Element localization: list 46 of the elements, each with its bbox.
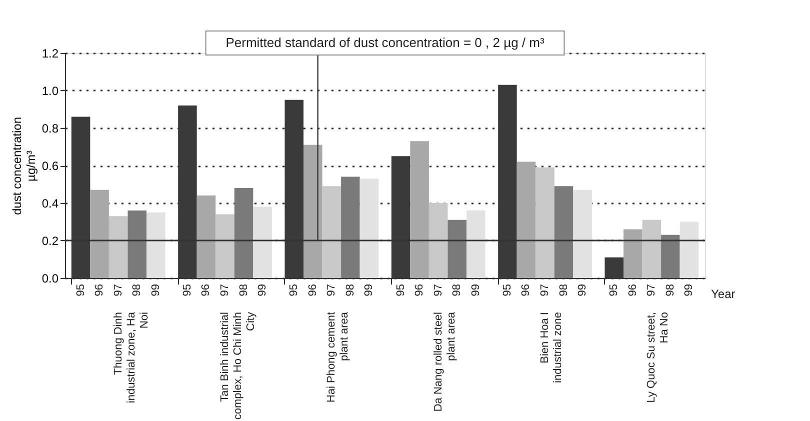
x-tick-label: Thuong Dinh industrial zone, Ha Noi [112,311,150,404]
text: 98 [131,284,144,296]
text: 98 [344,284,356,296]
y-tick-label: 0.6 [42,159,59,173]
text: 95 [288,284,300,296]
text: 97 [539,284,551,296]
legend-label: 95 [74,284,87,296]
ref-line-label: Permitted standard of dust concentration = 0 , 2 µg / m³ [226,35,545,50]
text: 99 [683,284,696,296]
x-tick-label: Da Nang rolled steel plant area [432,311,458,412]
text: 95 [501,284,514,296]
text: 98 [238,284,250,296]
text: 98 [664,284,676,296]
y-tick-label: 0.2 [42,234,59,248]
text: 95 [608,284,620,296]
x-tick-label: Ly Quoc Su street, Ha No [646,312,671,403]
text: 99 [470,284,482,296]
text: 95 [181,284,194,296]
text: 99 [150,284,162,296]
y-tick-label: 0.0 [42,272,59,286]
text: 97 [646,284,658,296]
text: 96 [626,284,639,296]
x-tick-label: Bien Hoa I industrial zone [539,312,564,383]
y-tick-label: 1.2 [42,46,59,60]
x-tick-label: Tan Binh industrial complex, Ho Chi Minh City [219,312,257,420]
text: 96 [94,284,106,296]
text: 95 [394,284,407,296]
text: 97 [219,284,231,296]
text: 96 [414,284,426,296]
y-axis-title: dust concentration µg/m³ [10,116,38,216]
text: 97 [112,284,124,296]
x-axis-title: Year [711,287,736,301]
text: 96 [200,284,212,296]
text: 97 [432,284,444,296]
text: 98 [451,284,464,296]
text: 99 [576,284,589,296]
y-tick-label: 0.4 [42,196,59,210]
text: 99 [363,284,376,296]
y-tick-label: 1.0 [42,84,59,98]
text: 96 [520,284,532,296]
text: 97 [326,284,338,296]
x-tick-label: Hai Phong cement plant area [326,311,351,402]
text: 96 [306,284,319,296]
y-tick-label: 0.8 [42,122,59,136]
text: 98 [558,284,570,296]
text: 99 [256,284,269,296]
